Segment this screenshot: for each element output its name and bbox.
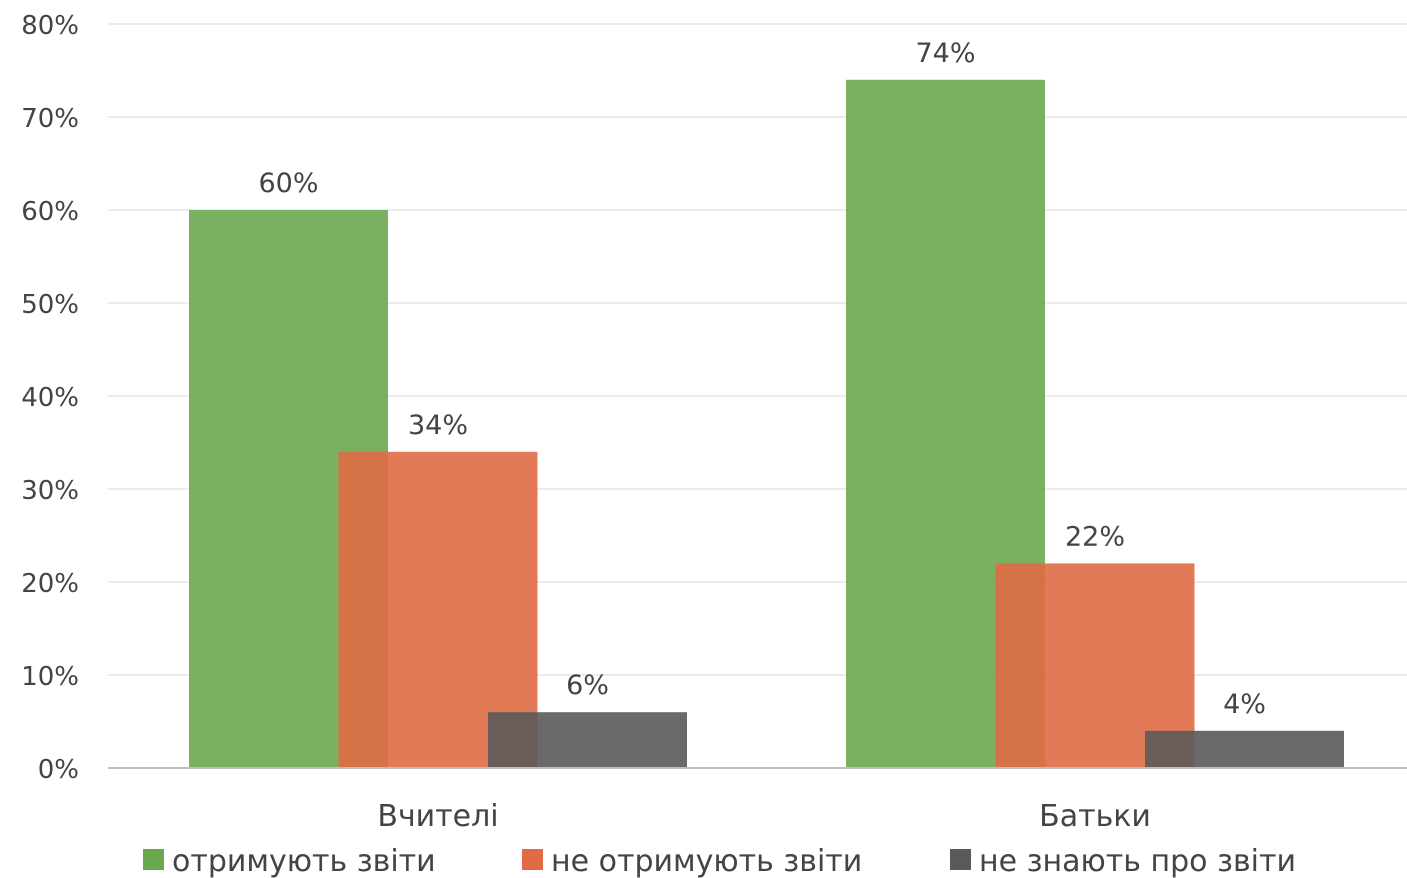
bars: [189, 79, 1344, 769]
data-label: 60%: [258, 168, 318, 199]
y-axis: 0% 10% 20% 30% 40% 50% 60% 70% 80%: [21, 11, 79, 785]
y-tick-label: 40%: [21, 383, 79, 413]
x-axis: Вчителі Батьки: [377, 799, 1151, 834]
y-tick-label: 20%: [21, 569, 79, 599]
legend-swatch: [522, 849, 543, 870]
y-tick-label: 30%: [21, 476, 79, 506]
legend-label: не отримують звіти: [551, 844, 862, 878]
data-label: 4%: [1223, 689, 1266, 720]
y-tick-label: 80%: [21, 11, 79, 41]
bar[interactable]: [488, 712, 687, 768]
data-label: 22%: [1065, 521, 1125, 552]
data-label: 6%: [566, 670, 609, 701]
legend[interactable]: отримують звіти не отримують звіти не знаю…: [143, 844, 1296, 878]
legend-item[interactable]: отримують звіти: [143, 844, 436, 878]
y-tick-label: 0%: [38, 755, 79, 785]
x-category-label: Батьки: [1039, 799, 1151, 834]
x-category-label: Вчителі: [377, 799, 498, 834]
data-label: 74%: [915, 38, 975, 69]
legend-swatch: [950, 849, 971, 870]
y-tick-label: 60%: [21, 197, 79, 227]
legend-label: не знають про звіти: [979, 844, 1296, 878]
bar[interactable]: [1145, 730, 1344, 768]
y-tick-label: 50%: [21, 290, 79, 320]
legend-swatch: [143, 849, 164, 870]
data-labels: 60% 74% 34% 22% 6% 4%: [258, 38, 1265, 720]
legend-item[interactable]: не знають про звіти: [950, 844, 1296, 878]
y-tick-label: 70%: [21, 104, 79, 134]
y-tick-label: 10%: [21, 662, 79, 692]
legend-label: отримують звіти: [172, 844, 436, 878]
legend-item[interactable]: не отримують звіти: [522, 844, 862, 878]
data-label: 34%: [408, 410, 468, 441]
